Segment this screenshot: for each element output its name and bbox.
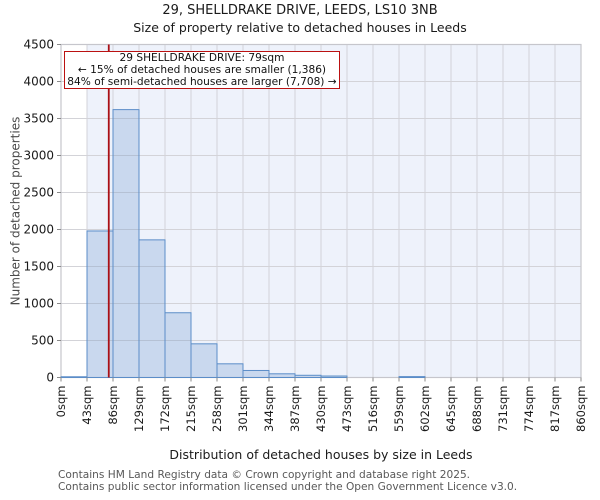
chart-subtitle: Size of property relative to detached ho…	[133, 20, 467, 35]
x-tick-label: 645sqm	[444, 386, 458, 432]
footer-attribution: Contains HM Land Registry data © Crown c…	[58, 469, 518, 494]
histogram-bar	[294, 374, 322, 378]
annotation-property-label: 29 SHELLDRAKE DRIVE: 79sqm	[119, 52, 285, 64]
x-tick-label: 774sqm	[522, 386, 536, 432]
x-tick-label: 559sqm	[392, 386, 406, 432]
x-tick-label: 387sqm	[288, 386, 302, 432]
chart-title: 29, SHELLDRAKE DRIVE, LEEDS, LS10 3NB	[162, 3, 438, 18]
annotation-larger-stat: 84% of semi-detached houses are larger (…	[67, 76, 337, 89]
x-tick-label: 688sqm	[470, 386, 484, 432]
y-tick-label: 4500	[23, 38, 54, 52]
histogram-bar	[112, 109, 140, 379]
y-tick-label: 2500	[23, 186, 54, 200]
y-tick-label: 500	[31, 334, 54, 348]
y-tick-label: 4000	[23, 75, 54, 89]
x-tick-label: 172sqm	[158, 386, 172, 432]
x-tick-label: 516sqm	[366, 386, 380, 432]
annotation-box: 29 SHELLDRAKE DRIVE: 79sqm ← 15% of deta…	[64, 51, 340, 89]
x-tick-label: 86sqm	[106, 386, 120, 425]
y-tick-label: 2000	[23, 223, 54, 237]
histogram-bar	[242, 369, 270, 379]
x-tick-label: 43sqm	[80, 386, 94, 425]
histogram-bar	[320, 375, 348, 378]
y-tick-label: 1000	[23, 297, 54, 311]
x-axis-title: Distribution of detached houses by size …	[169, 447, 473, 462]
x-tick-label: 258sqm	[210, 386, 224, 432]
histogram-bar	[216, 363, 244, 378]
y-tick-label: 3500	[23, 112, 54, 126]
x-tick-label: 731sqm	[496, 386, 510, 432]
y-tick-label: 3000	[23, 149, 54, 163]
footer-line-1: Contains HM Land Registry data © Crown c…	[58, 469, 471, 481]
x-tick-label: 344sqm	[262, 386, 276, 432]
shaded-range	[87, 44, 581, 378]
x-tick-label: 129sqm	[132, 386, 146, 432]
histogram-bar	[268, 373, 296, 378]
histogram-bar	[138, 239, 166, 378]
y-tick-label: 0	[46, 371, 54, 385]
annotation-smaller-stat: ← 15% of detached houses are smaller (1,…	[77, 64, 327, 77]
histogram-bar	[398, 376, 426, 378]
x-tick-label: 0sqm	[54, 386, 68, 418]
x-tick-label: 430sqm	[314, 386, 328, 432]
x-tick-label: 301sqm	[236, 386, 250, 432]
x-tick-label: 817sqm	[548, 386, 562, 432]
histogram-bar	[60, 376, 88, 379]
histogram-bar	[190, 343, 218, 378]
footer-line-2: Contains public sector information licen…	[58, 480, 518, 493]
x-tick-label: 860sqm	[574, 386, 588, 432]
histogram-bar	[164, 312, 192, 378]
x-tick-label: 215sqm	[184, 386, 198, 432]
y-tick-label: 1500	[23, 260, 54, 274]
x-tick-label: 602sqm	[418, 386, 432, 432]
x-tick-label: 473sqm	[340, 386, 354, 432]
